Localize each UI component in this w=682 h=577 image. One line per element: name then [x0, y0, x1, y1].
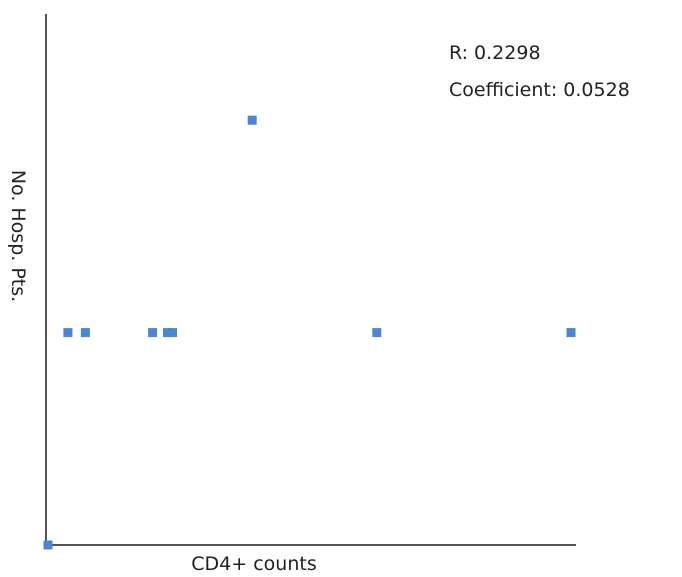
data-point	[163, 328, 172, 338]
data-point	[80, 328, 90, 338]
data-point	[168, 328, 177, 338]
data-point	[43, 540, 53, 550]
data-point	[566, 328, 576, 338]
x-axis-label: CD4+ counts	[191, 553, 316, 575]
r-value-annotation: R: 0.2298	[449, 42, 541, 64]
data-point	[63, 328, 73, 338]
data-points	[43, 115, 576, 550]
y-axis-label: No. Hosp. Pts.	[7, 170, 29, 302]
data-point	[247, 115, 257, 125]
data-point	[372, 328, 382, 338]
coefficient-annotation: Coefficient: 0.0528	[449, 79, 630, 101]
data-point	[148, 328, 158, 338]
